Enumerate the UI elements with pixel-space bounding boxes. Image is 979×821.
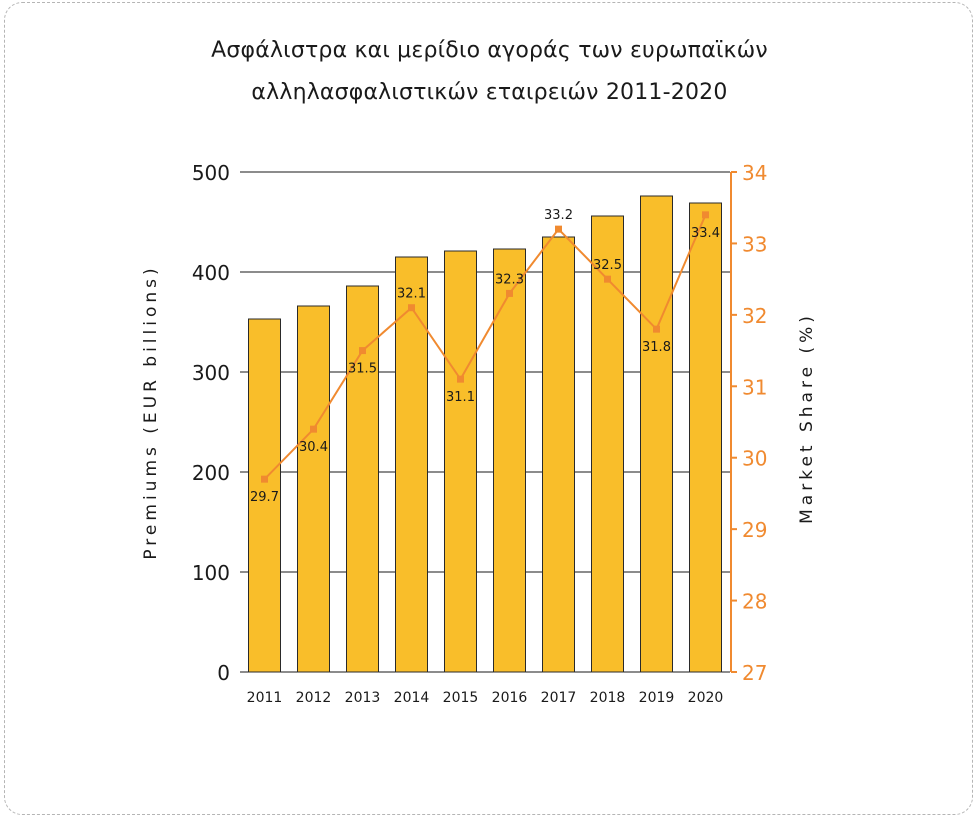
data-label: 31.5	[348, 362, 377, 377]
market-share-marker	[457, 375, 464, 383]
x-tick-label: 2014	[394, 690, 430, 706]
bar	[444, 250, 477, 673]
bar	[493, 248, 526, 673]
x-tick-label: 2016	[492, 690, 528, 706]
bar	[591, 215, 624, 673]
x-tick-label: 2018	[590, 690, 626, 706]
y2-tick-label: 34	[742, 161, 767, 185]
data-label: 32.5	[593, 258, 622, 273]
x-tick-label: 2011	[247, 690, 283, 706]
market-share-marker	[604, 275, 611, 283]
market-share-marker	[702, 211, 709, 219]
market-share-marker	[653, 325, 660, 333]
bar	[395, 256, 428, 673]
y2-axis-title: Market Share (%)	[797, 312, 817, 524]
bar	[248, 318, 281, 673]
y-tick-label: 0	[217, 661, 230, 685]
data-label: 32.3	[495, 272, 524, 287]
bar	[640, 195, 673, 673]
x-tick-label: 2017	[541, 690, 577, 706]
y-tick-label: 100	[192, 561, 230, 585]
y2-tick-label: 31	[742, 375, 767, 399]
x-tick-label: 2015	[443, 690, 479, 706]
y2-tick-label: 29	[742, 518, 767, 542]
market-share-marker	[506, 289, 513, 297]
x-tick-label: 2013	[345, 690, 381, 706]
x-tick-label: 2020	[688, 690, 724, 706]
chart-title-line-2: αλληλασφαλιστικών εταιρειών 2011-2020	[251, 80, 728, 105]
data-label: 33.4	[691, 226, 720, 241]
y2-tick-label: 27	[742, 661, 767, 685]
chart-frame	[4, 2, 973, 815]
y-axis-title: Premiums (EUR billions)	[141, 264, 161, 559]
chart-title-line-1: Ασφάλιστρα και μερίδιο αγοράς των ευρωπα…	[211, 38, 768, 63]
market-share-marker	[555, 225, 562, 233]
bar	[297, 305, 330, 673]
data-label: 32.1	[397, 287, 426, 302]
market-share-line	[263, 214, 707, 480]
market-share-marker	[359, 347, 366, 355]
y-tick-label: 500	[192, 161, 230, 185]
data-label: 29.7	[250, 490, 279, 505]
y2-tick-label: 28	[742, 590, 767, 614]
data-label: 33.2	[544, 208, 573, 223]
x-tick-label: 2019	[639, 690, 675, 706]
market-share-marker	[408, 304, 415, 312]
y2-tick-label: 33	[742, 232, 767, 256]
market-share-marker	[310, 425, 317, 433]
y2-tick-label: 32	[742, 304, 767, 328]
data-label: 31.8	[642, 340, 671, 355]
y-tick-label: 200	[192, 461, 230, 485]
y-tick-label: 400	[192, 261, 230, 285]
y2-tick-label: 30	[742, 447, 767, 471]
data-label: 30.4	[299, 440, 328, 455]
x-tick-label: 2012	[296, 690, 332, 706]
market-share-marker	[261, 475, 268, 483]
bar	[689, 202, 722, 673]
y-tick-label: 300	[192, 361, 230, 385]
data-label: 31.1	[446, 390, 475, 405]
bar	[542, 236, 575, 673]
bar	[346, 285, 379, 673]
